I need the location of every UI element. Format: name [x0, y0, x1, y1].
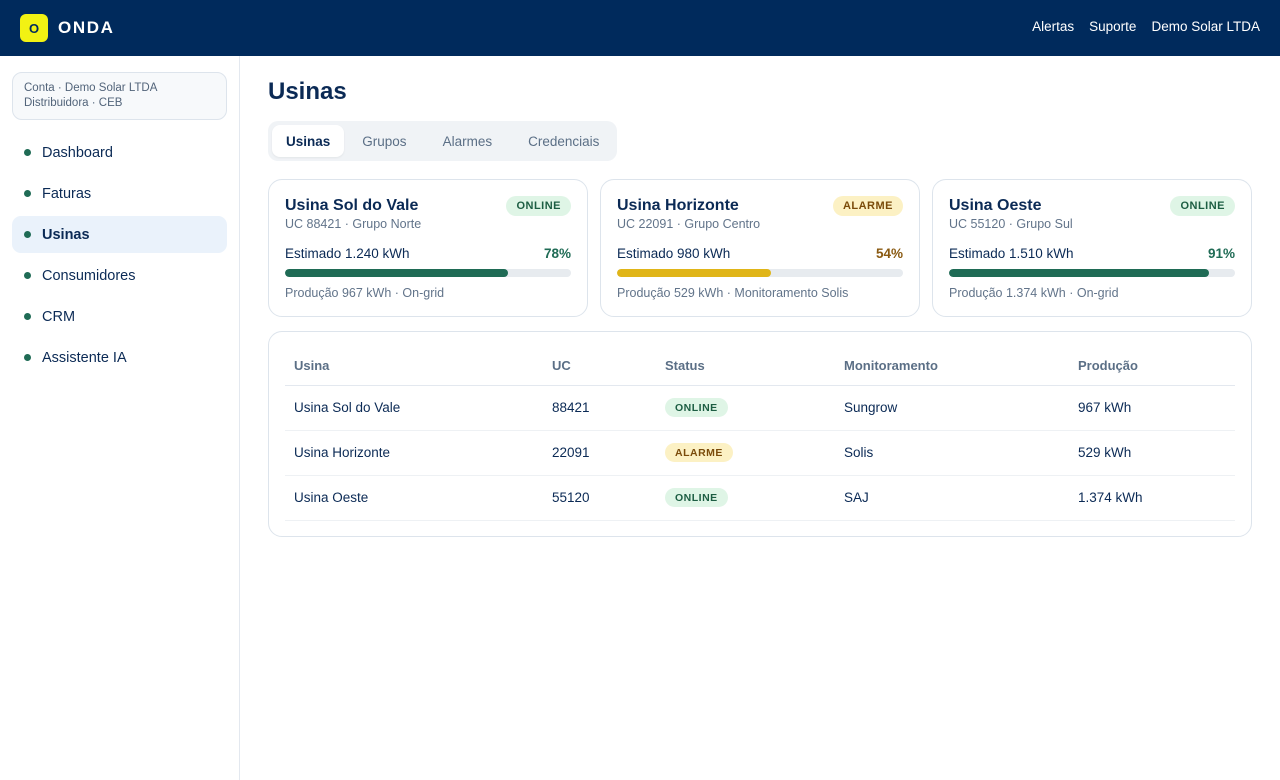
logo-icon[interactable]: O — [20, 14, 48, 42]
status-badge: ALARME — [832, 196, 903, 216]
cell-uc: 88421 — [543, 385, 656, 431]
top-bar: O ONDA Alertas Suporte Demo Solar LTDA — [0, 0, 1280, 56]
status-badge: ONLINE — [506, 196, 571, 216]
table-row[interactable]: Usina Horizonte 22091 ALARME Solis 529 k… — [285, 430, 1235, 476]
plant-name: Usina Oeste — [949, 197, 1042, 214]
cell-usina: Usina Horizonte — [285, 430, 543, 476]
page-title: Usinas — [268, 78, 347, 105]
plant-card[interactable]: Usina Sol do Vale UC 88421 · Grupo Norte… — [268, 179, 588, 317]
plant-uc-group: UC 88421 · Grupo Norte — [285, 217, 422, 231]
sidebar-item-label: Consumidores — [42, 267, 136, 284]
sidebar-nav: Dashboard Faturas Usinas Consumidores CR… — [12, 134, 227, 380]
production-progress-bar — [617, 269, 903, 277]
plant-name: Usina Sol do Vale — [285, 197, 419, 214]
production-details: Produção 967 kWh · On-grid — [285, 286, 445, 300]
estimated-energy: Estimado 980 kWh — [617, 246, 731, 261]
support-link[interactable]: Suporte — [1089, 19, 1137, 34]
tab-usinas[interactable]: Usinas — [272, 125, 345, 157]
account-distributor: Distribuidora · CEB — [24, 97, 123, 109]
sidebar-item-assistente-ia[interactable]: Assistente IA — [12, 339, 227, 376]
cell-monitoramento: SAJ — [835, 475, 1069, 521]
plant-name: Usina Horizonte — [617, 197, 739, 214]
production-details: Produção 1.374 kWh · On-grid — [949, 286, 1119, 300]
cell-usina: Usina Oeste — [285, 475, 543, 521]
cell-status: ONLINE — [656, 475, 835, 521]
column-header-uc[interactable]: UC — [543, 347, 656, 386]
column-header-status[interactable]: Status — [656, 347, 835, 386]
top-nav: Alertas Suporte Demo Solar LTDA — [1032, 19, 1260, 34]
estimated-energy: Estimado 1.240 kWh — [285, 246, 410, 261]
sidebar-item-label: Usinas — [42, 226, 90, 243]
production-percent: 54% — [875, 246, 903, 261]
production-details: Produção 529 kWh · Monitoramento Solis — [617, 286, 849, 300]
cell-status: ALARME — [656, 430, 835, 476]
cell-producao: 529 kWh — [1069, 430, 1235, 476]
dot-icon — [24, 190, 31, 197]
column-header-monitoramento[interactable]: Monitoramento — [835, 347, 1069, 386]
sidebar-item-label: Assistente IA — [42, 349, 127, 366]
sidebar-item-faturas[interactable]: Faturas — [12, 175, 227, 212]
production-progress-bar — [949, 269, 1235, 277]
column-header-producao[interactable]: Produção — [1069, 347, 1235, 386]
status-badge: ONLINE — [1170, 196, 1235, 216]
status-badge: ONLINE — [665, 398, 728, 417]
sidebar: Conta · Demo Solar LTDA Distribuidora · … — [0, 56, 240, 780]
cell-uc: 22091 — [543, 430, 656, 476]
production-percent: 78% — [543, 246, 571, 261]
sidebar-item-crm[interactable]: CRM — [12, 298, 227, 335]
account-name: Conta · Demo Solar LTDA — [24, 82, 158, 94]
plant-cards: Usina Sol do Vale UC 88421 · Grupo Norte… — [268, 179, 1252, 317]
plant-uc-group: UC 55120 · Grupo Sul — [949, 217, 1073, 231]
status-badge: ONLINE — [665, 488, 728, 507]
production-progress-bar — [285, 269, 571, 277]
sidebar-item-label: Dashboard — [42, 144, 113, 161]
dot-icon — [24, 272, 31, 279]
cell-producao: 967 kWh — [1069, 385, 1235, 431]
table-row[interactable]: Usina Oeste 55120 ONLINE SAJ 1.374 kWh — [285, 475, 1235, 521]
plants-table-card: Usina UC Status Monitoramento Produção U… — [268, 331, 1252, 537]
table-header-row: Usina UC Status Monitoramento Produção — [285, 347, 1235, 386]
dot-icon — [24, 354, 31, 361]
progress-fill — [285, 269, 509, 277]
dot-icon — [24, 231, 31, 238]
progress-fill — [617, 269, 772, 277]
production-percent: 91% — [1207, 246, 1235, 261]
estimated-energy: Estimado 1.510 kWh — [949, 246, 1074, 261]
tab-alarmes[interactable]: Alarmes — [442, 133, 493, 149]
column-header-usina[interactable]: Usina — [285, 347, 543, 386]
cell-monitoramento: Solis — [835, 430, 1069, 476]
cell-monitoramento: Sungrow — [835, 385, 1069, 431]
sidebar-item-label: Faturas — [42, 185, 92, 202]
tab-bar: Usinas Grupos Alarmes Credenciais — [268, 121, 617, 161]
cell-status: ONLINE — [656, 385, 835, 431]
sidebar-item-dashboard[interactable]: Dashboard — [12, 134, 227, 171]
sidebar-item-consumidores[interactable]: Consumidores — [12, 257, 227, 294]
cell-usina: Usina Sol do Vale — [285, 385, 543, 431]
table-row[interactable]: Usina Sol do Vale 88421 ONLINE Sungrow 9… — [285, 385, 1235, 431]
dot-icon — [24, 149, 31, 156]
brand-name[interactable]: ONDA — [58, 18, 115, 37]
plants-table: Usina UC Status Monitoramento Produção U… — [285, 347, 1235, 521]
cell-producao: 1.374 kWh — [1069, 475, 1235, 521]
alerts-link[interactable]: Alertas — [1032, 19, 1075, 34]
account-info: Conta · Demo Solar LTDA Distribuidora · … — [12, 72, 227, 120]
tab-credenciais[interactable]: Credenciais — [528, 133, 600, 149]
plant-uc-group: UC 22091 · Grupo Centro — [617, 217, 761, 231]
plant-card[interactable]: Usina Oeste UC 55120 · Grupo Sul ONLINE … — [932, 179, 1252, 317]
progress-fill — [949, 269, 1210, 277]
cell-uc: 55120 — [543, 475, 656, 521]
status-badge: ALARME — [665, 443, 733, 462]
account-menu-link[interactable]: Demo Solar LTDA — [1151, 19, 1260, 34]
tab-grupos[interactable]: Grupos — [362, 133, 407, 149]
dot-icon — [24, 313, 31, 320]
sidebar-item-usinas[interactable]: Usinas — [12, 216, 227, 253]
sidebar-item-label: CRM — [42, 308, 76, 325]
plant-card[interactable]: Usina Horizonte UC 22091 · Grupo Centro … — [600, 179, 920, 317]
